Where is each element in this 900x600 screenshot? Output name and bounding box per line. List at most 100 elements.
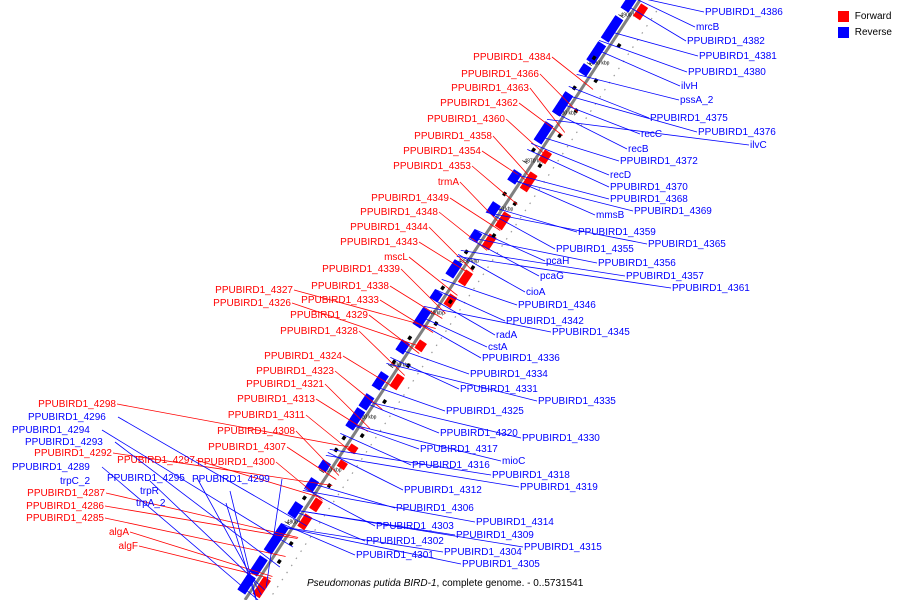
reverse-gene-block	[586, 41, 607, 65]
reverse-gene-label: PPUBIRD1_4317	[420, 444, 498, 455]
reverse-leader-line	[623, 3, 687, 42]
reverse-gene-label: PPUBIRD1_4361	[672, 283, 750, 294]
gene-marker	[512, 200, 518, 207]
reverse-gene-label: PPUBIRD1_4381	[699, 51, 777, 62]
reverse-leader-line	[396, 348, 470, 375]
reverse-leader-line	[329, 449, 492, 476]
reverse-leader-line	[486, 211, 556, 250]
forward-gene-block	[389, 373, 405, 391]
legend-reverse: Reverse	[837, 24, 892, 40]
forward-gene-block	[457, 269, 474, 287]
reverse-leader-line	[327, 452, 404, 491]
tick-label: 4830 kbp	[390, 363, 411, 369]
gene-marker	[276, 558, 282, 565]
reverse-gene-label: PPUBIRD1_4304	[444, 547, 522, 558]
gene-marker	[530, 147, 537, 153]
reverse-gene-label: PPUBIRD1_4372	[620, 156, 698, 167]
reverse-leader-line	[637, 0, 696, 28]
forward-gene-block	[538, 149, 553, 165]
forward-gene-label: trmA	[438, 177, 459, 188]
forward-gene-label: PPUBIRD1_4353	[393, 161, 471, 172]
gene-marker	[301, 495, 308, 501]
forward-gene-label: PPUBIRD1_4366	[461, 69, 539, 80]
reverse-leader-line	[346, 423, 420, 450]
forward-leader-line	[418, 241, 472, 275]
forward-leader-line	[529, 87, 566, 133]
reverse-gene-label: PPUBIRD1_4382	[687, 36, 765, 47]
reverse-gene-label: pssA_2	[680, 95, 714, 106]
forward-leader-line	[195, 459, 324, 499]
reverse-gene-label: PPUBIRD1_4357	[626, 271, 704, 282]
reverse-gene-label: PPUBIRD1_4356	[598, 258, 676, 269]
tick-mark	[284, 521, 290, 526]
forward-leader-line	[459, 181, 504, 227]
reverse-gene-label: ilvH	[681, 81, 698, 92]
tick-mark	[318, 469, 325, 474]
reverse-gene-label: PPUBIRD1_4325	[446, 406, 524, 417]
reverse-gene-label: cioA	[526, 287, 546, 298]
forward-leader-line	[104, 505, 298, 539]
reverse-gene-label: PPUBIRD1_4345	[552, 327, 630, 338]
reverse-gene-label: pcaG	[540, 271, 564, 282]
reverse-leader-line	[386, 363, 538, 402]
reverse-gene-label: PPUBIRD1_4293	[25, 437, 103, 448]
reverse-swatch	[837, 26, 849, 38]
gene-marker	[470, 264, 476, 271]
forward-gene-label: PPUBIRD1_4324	[264, 351, 342, 362]
reverse-gene-label: PPUBIRD1_4368	[610, 194, 688, 205]
reverse-gene-label: PPUBIRD1_4370	[610, 182, 688, 193]
reverse-gene-block	[263, 523, 289, 555]
reverse-gene-label: mmsB	[596, 210, 625, 221]
forward-leader-line	[505, 118, 549, 158]
forward-leader-line	[358, 330, 406, 376]
reverse-leader-line	[229, 490, 257, 600]
gene-marker	[359, 432, 365, 439]
reverse-gene-label: PPUBIRD1_4312	[404, 485, 482, 496]
reverse-gene-label: PPUBIRD1_4289	[12, 462, 90, 473]
forward-leader-line	[286, 446, 337, 480]
reverse-gene-label: trpC_2	[60, 476, 90, 487]
reverse-leader-line	[290, 509, 366, 542]
forward-gene-label: PPUBIRD1_4313	[237, 394, 315, 405]
reverse-leader-line	[265, 478, 283, 589]
reverse-leader-line	[101, 466, 259, 600]
gene-marker	[407, 335, 413, 341]
reverse-gene-label: PPUBIRD1_4306	[396, 503, 474, 514]
forward-gene-label: PPUBIRD1_4384	[473, 52, 551, 63]
forward-gene-label: PPUBIRD1_4297	[117, 455, 195, 466]
reverse-leader-line	[117, 416, 308, 527]
forward-leader-line	[379, 299, 434, 333]
tick-label: 4850 kbp	[459, 259, 480, 265]
tick-label: 4900 kbp	[620, 13, 641, 19]
tick-label: 4890 kbp	[589, 61, 610, 67]
reverse-gene-label: PPUBIRD1_4299	[192, 474, 270, 485]
forward-leader-line	[551, 56, 594, 90]
reverse-leader-line	[290, 509, 524, 548]
forward-gene-label: PPUBIRD1_4349	[371, 193, 449, 204]
legend-forward-label: Forward	[854, 10, 892, 22]
reverse-leader-line	[340, 433, 412, 466]
reverse-gene-label: PPUBIRD1_4380	[688, 67, 766, 78]
reverse-leader-line	[361, 401, 440, 434]
reverse-leader-line	[414, 320, 482, 359]
forward-gene-label: PPUBIRD1_4323	[256, 366, 334, 377]
forward-gene-label: PPUBIRD1_4321	[246, 379, 324, 390]
reverse-gene-label: PPUBIRD1_4314	[476, 517, 554, 528]
forward-leader-line	[449, 197, 501, 231]
forward-gene-label: PPUBIRD1_4343	[340, 237, 418, 248]
tick-label: 4880 kbp	[556, 111, 577, 117]
reverse-leader-line	[605, 30, 699, 57]
forward-leader-line	[481, 150, 532, 184]
forward-gene-label: PPUBIRD1_4327	[215, 285, 293, 296]
legend-reverse-label: Reverse	[854, 26, 892, 38]
forward-gene-label: PPUBIRD1_4308	[217, 426, 295, 437]
gene-marker	[463, 249, 469, 255]
reverse-gene-label: pcaH	[546, 256, 569, 267]
gene-marker	[447, 298, 453, 305]
tick-mark	[387, 364, 394, 369]
forward-gene-label: PPUBIRD1_4344	[350, 222, 428, 233]
reverse-gene-label: trpR	[140, 486, 159, 497]
reverse-leader-line	[280, 523, 356, 556]
reverse-gene-block	[600, 15, 624, 43]
forward-gene-label: algF	[119, 541, 138, 552]
